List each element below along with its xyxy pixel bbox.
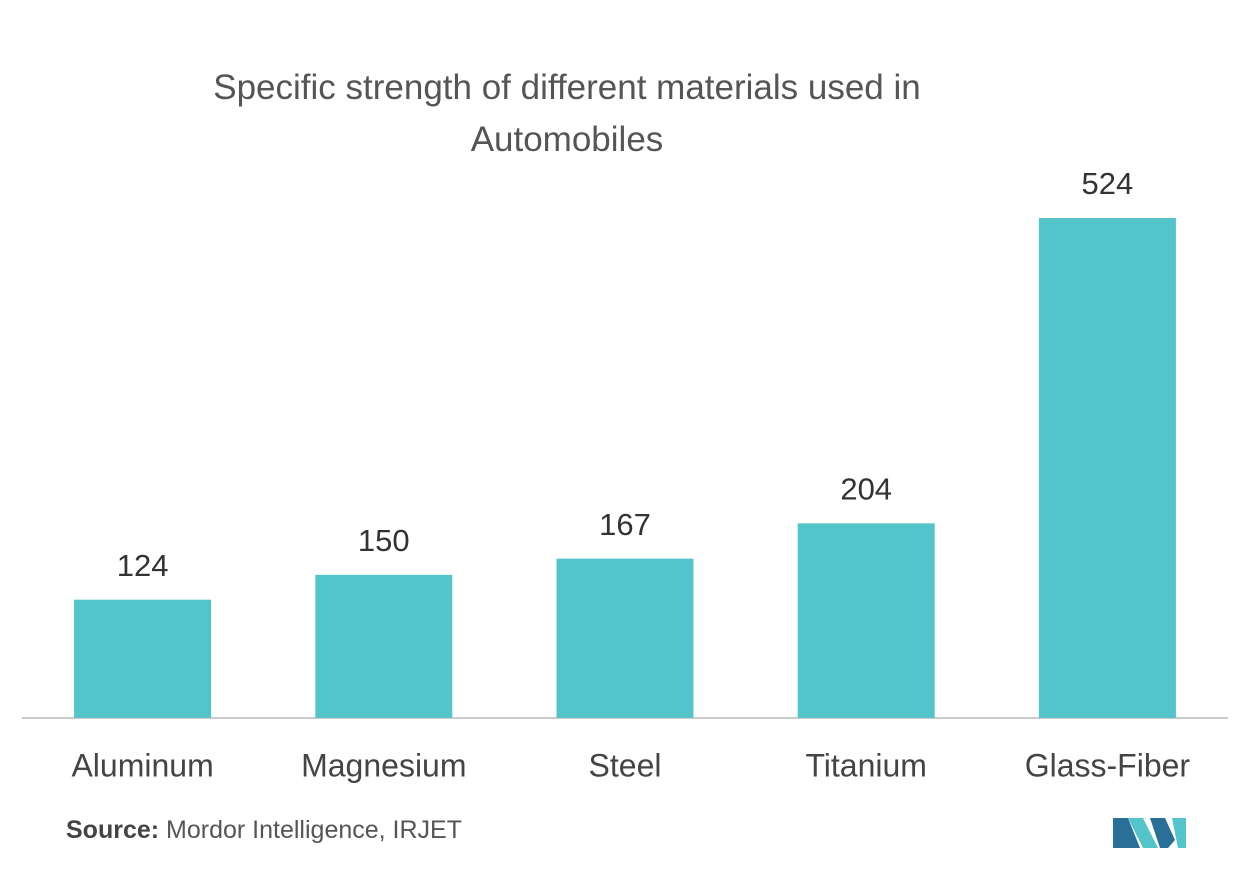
source-label: Source: <box>66 816 160 844</box>
value-label: 124 <box>117 548 169 583</box>
chart-title: Specific strength of different materials… <box>213 68 921 159</box>
bar <box>315 574 453 718</box>
bar <box>797 523 935 718</box>
value-label: 204 <box>840 472 892 507</box>
bar <box>556 558 694 718</box>
x-tick-label: Magnesium <box>301 747 466 783</box>
bar <box>1038 218 1176 718</box>
value-label: 167 <box>599 507 651 542</box>
value-label: 150 <box>358 523 410 558</box>
x-tick-label: Aluminum <box>71 747 213 783</box>
source: Source: Mordor Intelligence, IRJET <box>66 816 462 845</box>
x-tick-label: Titanium <box>805 747 927 783</box>
value-label: 524 <box>1082 166 1134 201</box>
logo <box>1113 818 1186 848</box>
source-text: Mordor Intelligence, IRJET <box>166 816 462 844</box>
bar <box>74 599 212 718</box>
x-tick-label: Steel <box>589 747 662 783</box>
x-tick-label: Glass-Fiber <box>1025 747 1191 783</box>
